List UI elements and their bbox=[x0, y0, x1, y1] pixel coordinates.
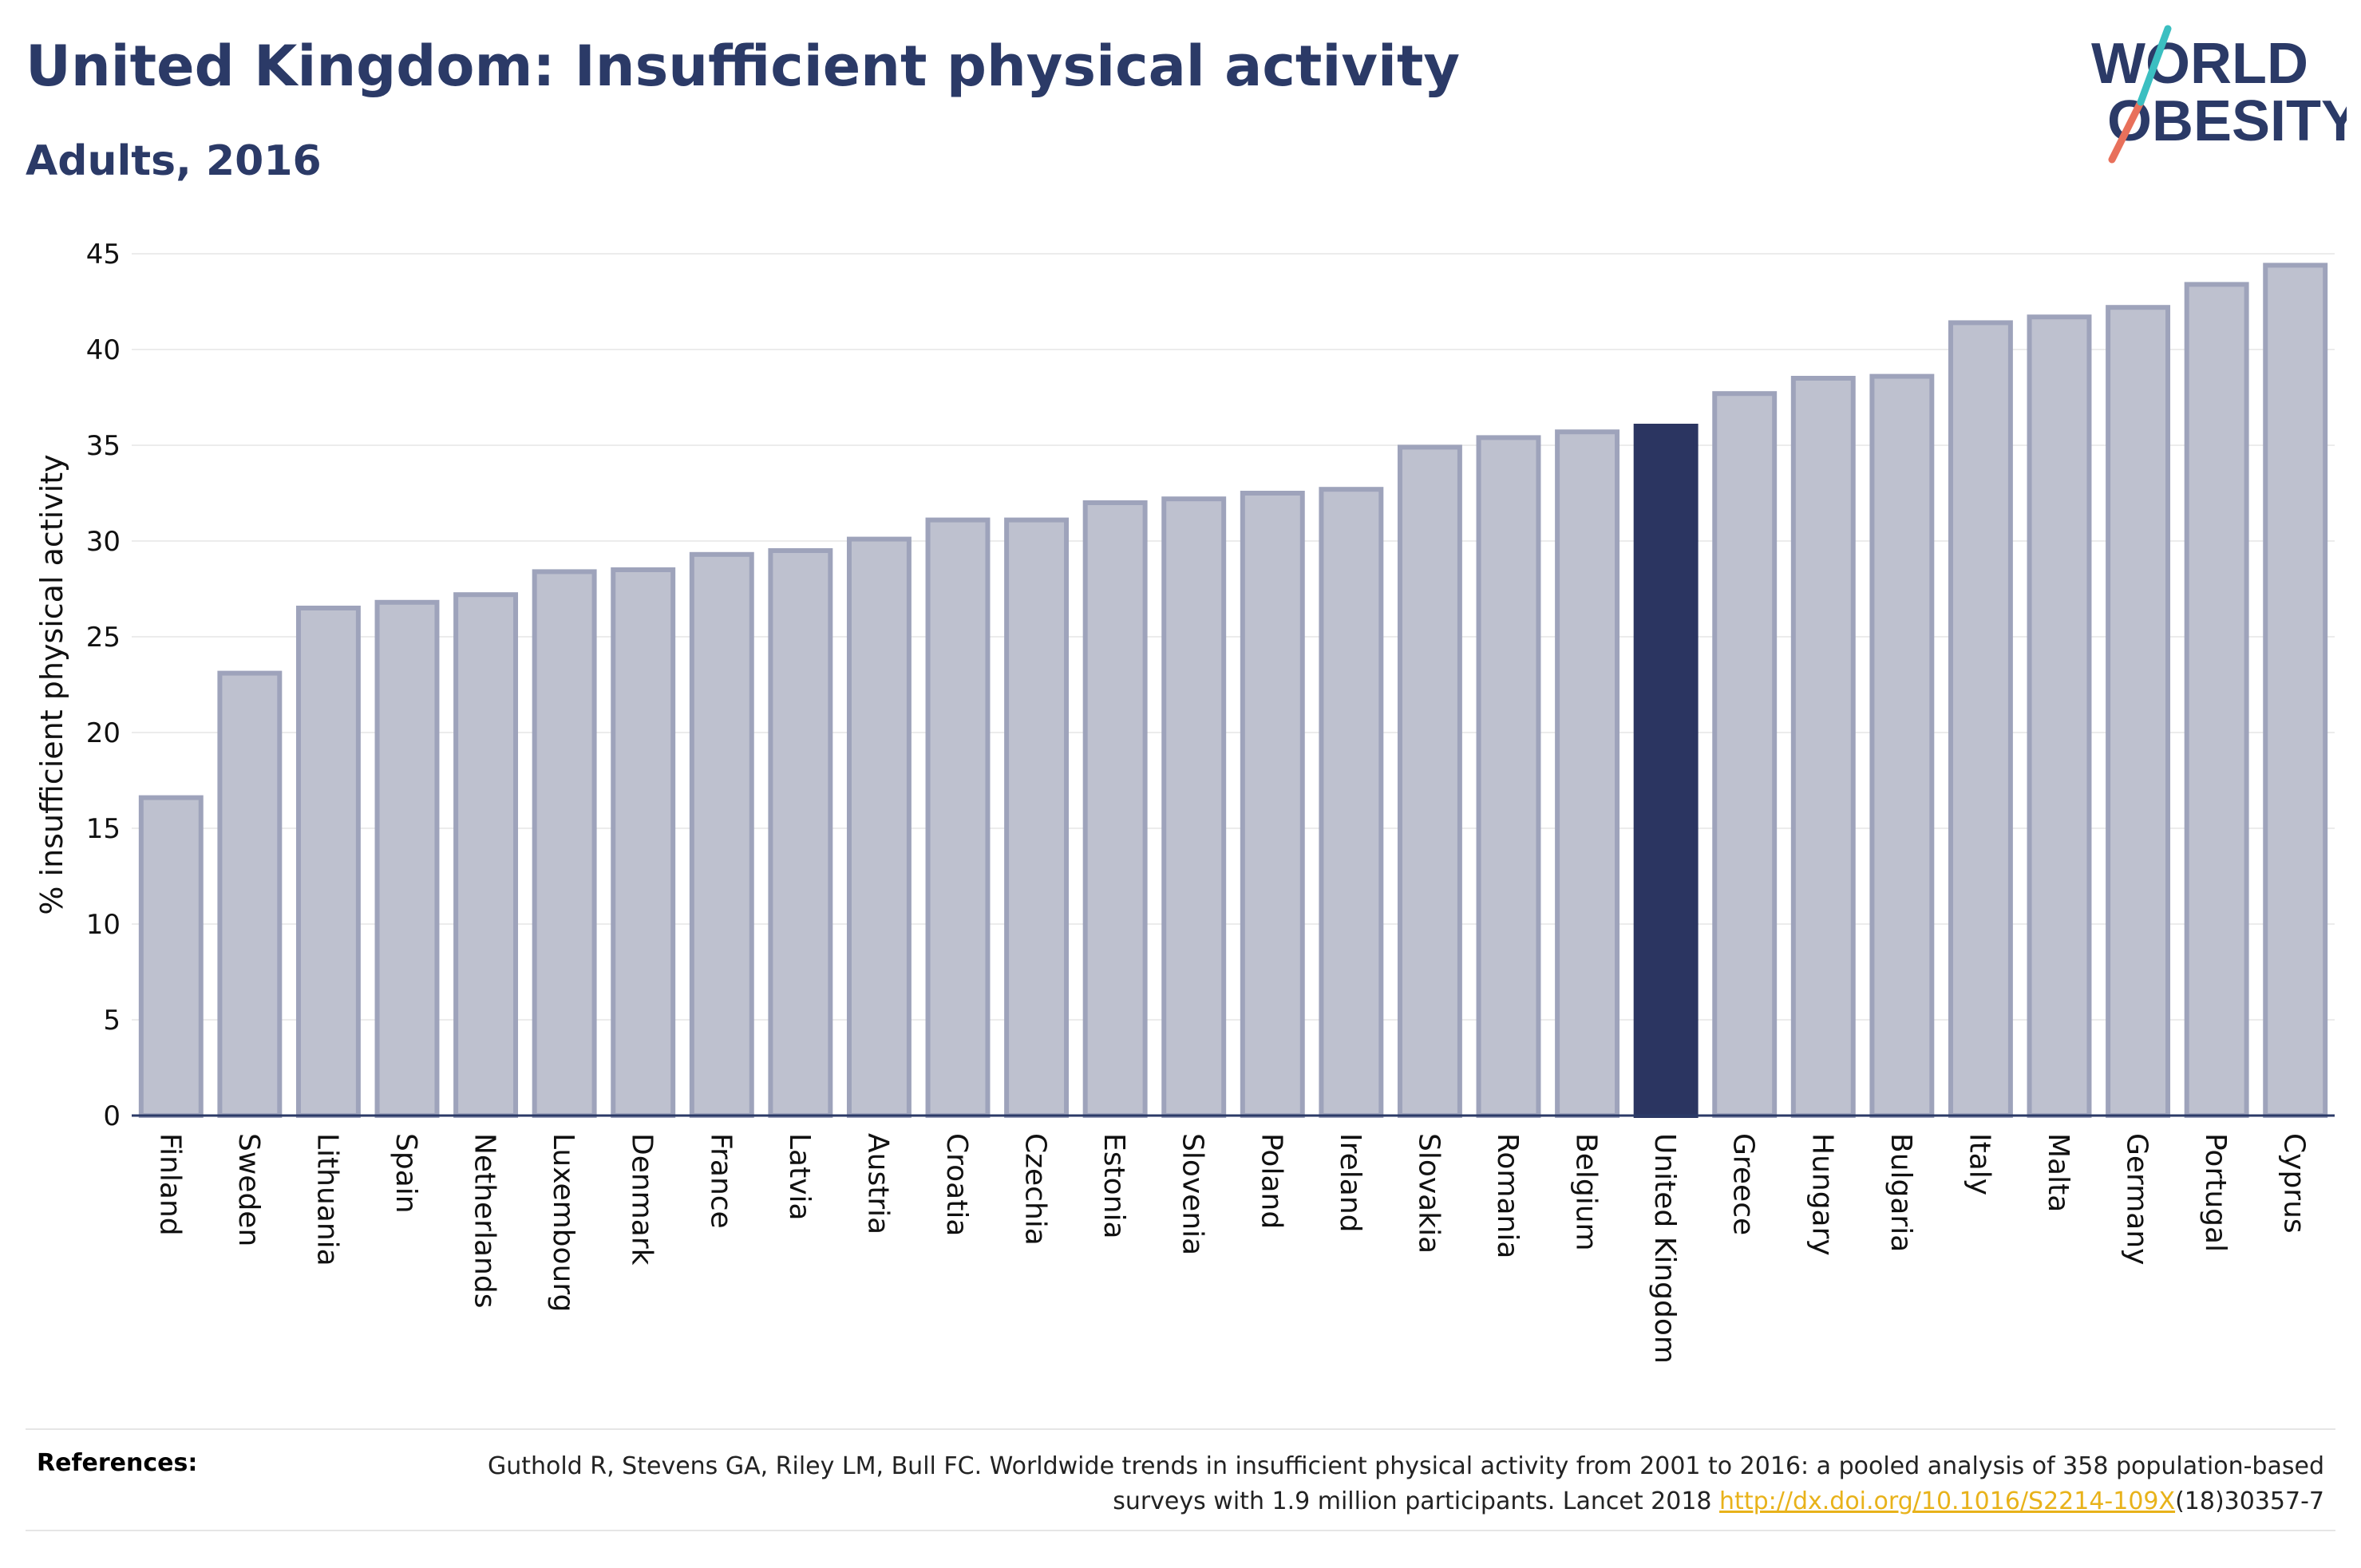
bar bbox=[1397, 444, 1462, 1118]
bar bbox=[1476, 435, 1541, 1118]
bar bbox=[2184, 282, 2249, 1118]
bar bbox=[374, 599, 440, 1118]
references-text: Guthold R, Stevens GA, Riley LM, Bull FC… bbox=[409, 1449, 2324, 1519]
bar bbox=[1633, 424, 1699, 1118]
x-tick-label: Romania bbox=[1491, 1133, 1524, 1258]
reference-citation: Guthold R, Stevens GA, Riley LM, Bull FC… bbox=[487, 1452, 2324, 1515]
bar bbox=[1555, 429, 1620, 1118]
x-tick-label: Croatia bbox=[940, 1133, 973, 1236]
bar bbox=[532, 569, 597, 1118]
bar bbox=[2106, 305, 2171, 1118]
y-tick-label: 25 bbox=[86, 622, 121, 654]
references-section: References: Guthold R, Stevens GA, Riley… bbox=[26, 1428, 2335, 1531]
x-tick-label: Luxembourg bbox=[547, 1133, 579, 1312]
x-tick-label: Portugal bbox=[2199, 1133, 2232, 1252]
bar bbox=[1948, 320, 2013, 1118]
reference-citation-end: (18)30357-7 bbox=[2175, 1487, 2324, 1515]
y-tick-label: 40 bbox=[86, 334, 121, 366]
x-tick-label: Italy bbox=[1963, 1133, 1995, 1195]
slash-logo-icon bbox=[2108, 98, 2145, 164]
bar bbox=[295, 606, 361, 1118]
x-tick-label: Slovenia bbox=[1177, 1133, 1209, 1255]
bar bbox=[217, 670, 283, 1118]
x-tick-label: Bulgaria bbox=[1884, 1133, 1917, 1252]
x-tick-label: Cyprus bbox=[2278, 1133, 2311, 1234]
y-tick-label: 20 bbox=[86, 717, 121, 749]
bar bbox=[1082, 500, 1148, 1118]
x-tick-label: Sweden bbox=[232, 1133, 265, 1246]
x-tick-label: Belgium bbox=[1570, 1133, 1603, 1251]
bar bbox=[1161, 496, 1227, 1118]
bar bbox=[1790, 376, 1856, 1118]
y-tick-label: 30 bbox=[86, 526, 121, 558]
bar bbox=[1869, 373, 1935, 1119]
bar bbox=[2027, 314, 2092, 1118]
x-tick-label: Estonia bbox=[1097, 1133, 1130, 1239]
y-tick-label: 15 bbox=[86, 813, 121, 845]
slash-logo-icon-top bbox=[2137, 25, 2172, 106]
bar bbox=[846, 536, 912, 1118]
x-tick-label: Spain bbox=[390, 1133, 422, 1214]
y-tick-label: 5 bbox=[103, 1005, 121, 1037]
x-tick-label: Slovakia bbox=[1412, 1133, 1445, 1254]
x-tick-label: Austria bbox=[861, 1133, 894, 1234]
bar bbox=[689, 551, 754, 1118]
x-tick-label: Germany bbox=[2121, 1133, 2153, 1265]
bar bbox=[925, 517, 991, 1118]
x-tick-label: Greece bbox=[1727, 1133, 1760, 1235]
bar bbox=[768, 548, 833, 1118]
bar bbox=[138, 795, 204, 1118]
y-axis-label: % insufficient physical activity bbox=[34, 454, 69, 914]
bar bbox=[611, 567, 676, 1118]
x-tick-label: Denmark bbox=[626, 1133, 658, 1266]
y-tick-label: 35 bbox=[86, 430, 121, 462]
chart-title: United Kingdom: Insufficient physical ac… bbox=[26, 34, 1461, 99]
y-tick-label: 10 bbox=[86, 909, 121, 941]
logo-word-obesity: OBESITY bbox=[2107, 89, 2347, 153]
bar bbox=[2263, 263, 2328, 1118]
x-tick-label: Malta bbox=[2042, 1133, 2074, 1212]
x-tick-label: United Kingdom bbox=[1648, 1133, 1681, 1364]
x-tick-label: Poland bbox=[1255, 1133, 1287, 1229]
x-tick-label: Hungary bbox=[1805, 1133, 1838, 1256]
x-tick-label: Netherlands bbox=[469, 1133, 501, 1308]
reference-link[interactable]: http://dx.doi.org/10.1016/S2214-109X bbox=[1719, 1487, 2176, 1515]
bar bbox=[1712, 391, 1778, 1118]
x-tick-label: France bbox=[704, 1133, 737, 1229]
y-tick-label: 45 bbox=[86, 239, 121, 271]
bar bbox=[453, 592, 519, 1118]
x-tick-label: Czechia bbox=[1019, 1133, 1052, 1246]
x-tick-label: Finland bbox=[153, 1133, 186, 1236]
references-label: References: bbox=[37, 1449, 198, 1477]
bar bbox=[1004, 517, 1070, 1118]
bar-chart: 0 5 10 15 20 25 30 35 40 45 % insufficient physica… bbox=[34, 239, 2335, 1364]
bar bbox=[1240, 491, 1305, 1118]
logo-word-world: WORLD bbox=[2091, 32, 2308, 96]
bar bbox=[1319, 487, 1384, 1118]
y-tick-label: 0 bbox=[103, 1100, 121, 1132]
x-tick-label: Lithuania bbox=[310, 1133, 343, 1266]
x-tick-label: Latvia bbox=[783, 1133, 816, 1221]
world-obesity-logo: WORLD OBESITY bbox=[2091, 25, 2347, 164]
x-tick-label: Ireland bbox=[1334, 1133, 1366, 1233]
chart-subtitle: Adults, 2016 bbox=[26, 137, 322, 185]
